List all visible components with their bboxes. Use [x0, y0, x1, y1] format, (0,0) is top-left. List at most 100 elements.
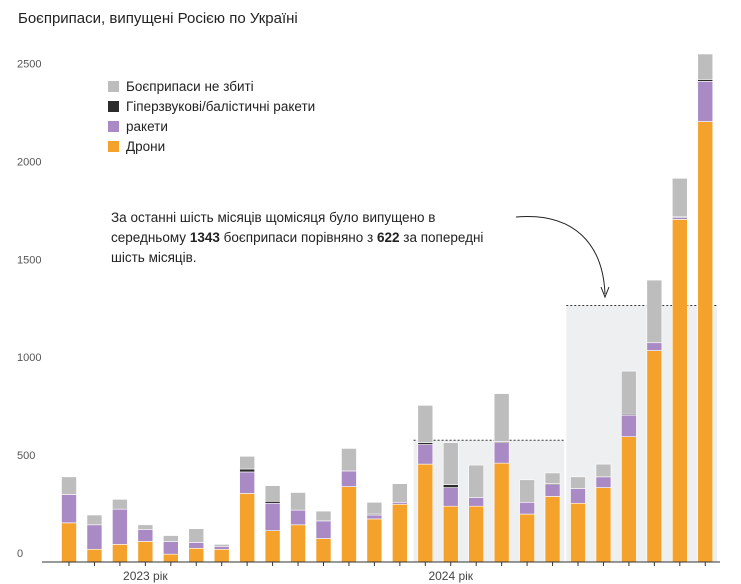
bar-segment — [366, 514, 383, 520]
bar-segment — [646, 350, 663, 563]
bar-segment — [468, 497, 485, 507]
bar-23 — [621, 370, 637, 563]
annotation-text: попередні — [421, 230, 484, 245]
annotation-text: випущено — [362, 210, 424, 225]
bar-segment — [188, 528, 205, 543]
annotation-text: боєприпаси — [224, 230, 298, 245]
bar-11 — [315, 510, 332, 563]
legend-label: Гіперзвукові/балістичні ракети — [126, 99, 315, 114]
legend-swatch — [108, 101, 119, 112]
bar-segment — [544, 472, 561, 484]
annotation-text: щомісяця — [266, 210, 326, 225]
y-tick-label: 1500 — [17, 254, 41, 266]
bar-segment — [621, 414, 637, 438]
bar-segment — [417, 444, 434, 465]
annotation-text: порівняно — [301, 230, 363, 245]
bar-segment — [264, 530, 281, 563]
y-tick-label: 2500 — [17, 59, 41, 71]
bar-segment — [697, 121, 714, 563]
bar-segment — [595, 463, 612, 478]
bar-19 — [519, 479, 535, 563]
bar-25 — [671, 177, 688, 563]
bar-segment — [621, 436, 637, 563]
bar-segment — [112, 508, 128, 545]
bar-7 — [213, 544, 230, 563]
annotation-text: місяців — [217, 210, 261, 225]
bar-segment — [61, 494, 77, 524]
annotation-line: шість місяців. — [111, 250, 197, 265]
legend-label: Боєприпаси не збиті — [126, 79, 254, 94]
legend-swatch — [108, 141, 119, 152]
bar-segment — [493, 393, 510, 442]
bar-segment — [595, 476, 612, 488]
bar-segment — [86, 524, 103, 550]
bar-segment — [163, 535, 179, 542]
bar-segment — [646, 342, 663, 351]
annotation-text: місяців. — [149, 250, 197, 265]
bar-4 — [137, 524, 154, 563]
legend-swatch — [108, 81, 119, 92]
bar-segment — [442, 487, 459, 507]
bar-segment — [86, 514, 103, 526]
annotation-text: за — [403, 230, 417, 245]
bar-segment — [417, 405, 434, 443]
bar-segment — [442, 442, 459, 485]
bar-segment — [239, 468, 255, 473]
bar-segment — [112, 499, 128, 510]
bar-12 — [341, 448, 357, 563]
bar-segment — [493, 462, 510, 563]
bar-segment — [315, 520, 332, 539]
bar-21 — [570, 476, 586, 563]
bar-10 — [290, 492, 306, 563]
bar-segment — [595, 487, 612, 563]
legend: Боєприпаси не збиті Гіперзвукові/балістич… — [108, 79, 315, 154]
annotation-line: середньому 1343 боєприпаси порівняно з 6… — [111, 230, 483, 245]
bar-segment — [366, 501, 383, 515]
annotation-text: було — [329, 210, 358, 225]
annotation-number: 622 — [377, 230, 400, 245]
bar-segment — [290, 524, 306, 563]
bar-22 — [595, 463, 612, 563]
bar-segment — [315, 510, 332, 522]
bar-20 — [544, 472, 561, 563]
bar-segment — [570, 502, 586, 563]
bar-segment — [86, 548, 103, 563]
legend-label: ракети — [126, 119, 168, 134]
legend-label: Дрони — [126, 139, 165, 154]
y-tick-label: 0 — [17, 548, 23, 560]
x-axis: 2023 рік 2024 рік — [42, 561, 720, 583]
average-bands — [413, 305, 717, 562]
bar-segment — [442, 484, 459, 488]
bar-3 — [112, 499, 128, 563]
annotation-number: 1343 — [190, 230, 221, 245]
bar-segment — [341, 470, 357, 487]
bar-segment — [188, 547, 205, 563]
bar-16 — [442, 442, 459, 563]
annotation-text: середньому — [111, 230, 186, 245]
average-band-2 — [566, 305, 717, 562]
bar-9 — [264, 485, 281, 563]
y-tick-label: 1000 — [17, 352, 41, 364]
bar-segment — [544, 484, 561, 497]
annotation-text: в — [428, 210, 435, 225]
annotation-text: з — [367, 230, 373, 245]
bar-segment — [392, 503, 408, 563]
bar-segment — [264, 485, 281, 502]
bar-segment — [315, 538, 332, 563]
bar-segment — [621, 370, 637, 415]
bar-segment — [442, 505, 459, 563]
bar-segment — [61, 522, 77, 563]
bar-segment — [468, 464, 485, 498]
bar-26 — [697, 53, 714, 563]
bar-6 — [188, 528, 205, 563]
bar-segment — [137, 524, 154, 530]
bar-14 — [392, 483, 408, 563]
bar-segment — [341, 486, 357, 563]
bar-segment — [213, 548, 230, 563]
annotation: За останні шість місяців щомісяця було в… — [111, 210, 610, 299]
bar-segment — [239, 455, 255, 470]
annotation-arrowhead — [600, 286, 610, 299]
bar-segment — [137, 529, 154, 542]
annotation-arrow — [515, 216, 606, 295]
